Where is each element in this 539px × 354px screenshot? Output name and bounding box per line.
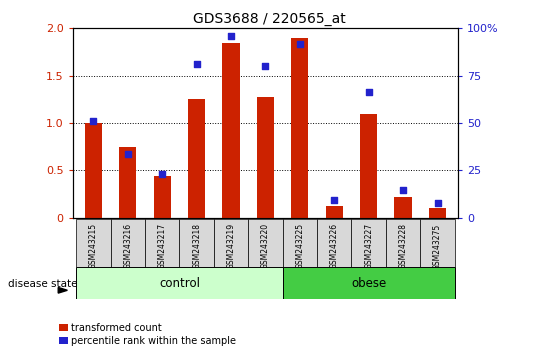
Bar bbox=[420, 219, 455, 267]
Point bbox=[123, 152, 132, 157]
Point bbox=[364, 89, 373, 95]
Text: GSM243227: GSM243227 bbox=[364, 223, 373, 269]
Bar bbox=[188, 99, 205, 218]
Bar bbox=[223, 42, 240, 218]
Point bbox=[433, 200, 442, 205]
Point bbox=[330, 197, 338, 202]
Bar bbox=[326, 206, 343, 218]
Bar bbox=[257, 97, 274, 218]
Text: GDS3688 / 220565_at: GDS3688 / 220565_at bbox=[193, 12, 346, 27]
Bar bbox=[154, 176, 171, 218]
Text: obese: obese bbox=[351, 277, 386, 290]
Bar bbox=[85, 123, 102, 218]
Text: GSM243220: GSM243220 bbox=[261, 223, 270, 269]
Bar bbox=[386, 219, 420, 267]
Bar bbox=[282, 267, 455, 299]
Text: GSM243275: GSM243275 bbox=[433, 223, 442, 269]
Legend: transformed count, percentile rank within the sample: transformed count, percentile rank withi… bbox=[59, 323, 237, 346]
Bar bbox=[395, 197, 412, 218]
Text: GSM243226: GSM243226 bbox=[330, 223, 339, 269]
Bar bbox=[110, 219, 145, 267]
Bar bbox=[145, 219, 179, 267]
Point bbox=[89, 118, 98, 124]
Text: disease state: disease state bbox=[8, 279, 78, 289]
Text: GSM243218: GSM243218 bbox=[192, 223, 201, 269]
Text: GSM243217: GSM243217 bbox=[158, 223, 167, 269]
Text: control: control bbox=[159, 277, 200, 290]
Bar bbox=[76, 219, 110, 267]
Bar bbox=[76, 267, 282, 299]
Bar bbox=[214, 219, 248, 267]
Text: GSM243216: GSM243216 bbox=[123, 223, 132, 269]
Bar bbox=[248, 219, 282, 267]
Polygon shape bbox=[58, 287, 67, 293]
Point bbox=[399, 187, 407, 193]
Point bbox=[261, 63, 270, 69]
Bar bbox=[317, 219, 351, 267]
Text: GSM243228: GSM243228 bbox=[399, 223, 407, 269]
Text: GSM243225: GSM243225 bbox=[295, 223, 305, 269]
Bar bbox=[351, 219, 386, 267]
Bar bbox=[291, 38, 308, 218]
Bar bbox=[429, 208, 446, 218]
Point bbox=[158, 171, 167, 177]
Bar bbox=[282, 219, 317, 267]
Text: GSM243219: GSM243219 bbox=[226, 223, 236, 269]
Bar bbox=[360, 114, 377, 218]
Text: GSM243215: GSM243215 bbox=[89, 223, 98, 269]
Bar bbox=[119, 147, 136, 218]
Point bbox=[295, 41, 304, 47]
Bar bbox=[179, 219, 214, 267]
Point bbox=[227, 33, 236, 39]
Point bbox=[192, 62, 201, 67]
